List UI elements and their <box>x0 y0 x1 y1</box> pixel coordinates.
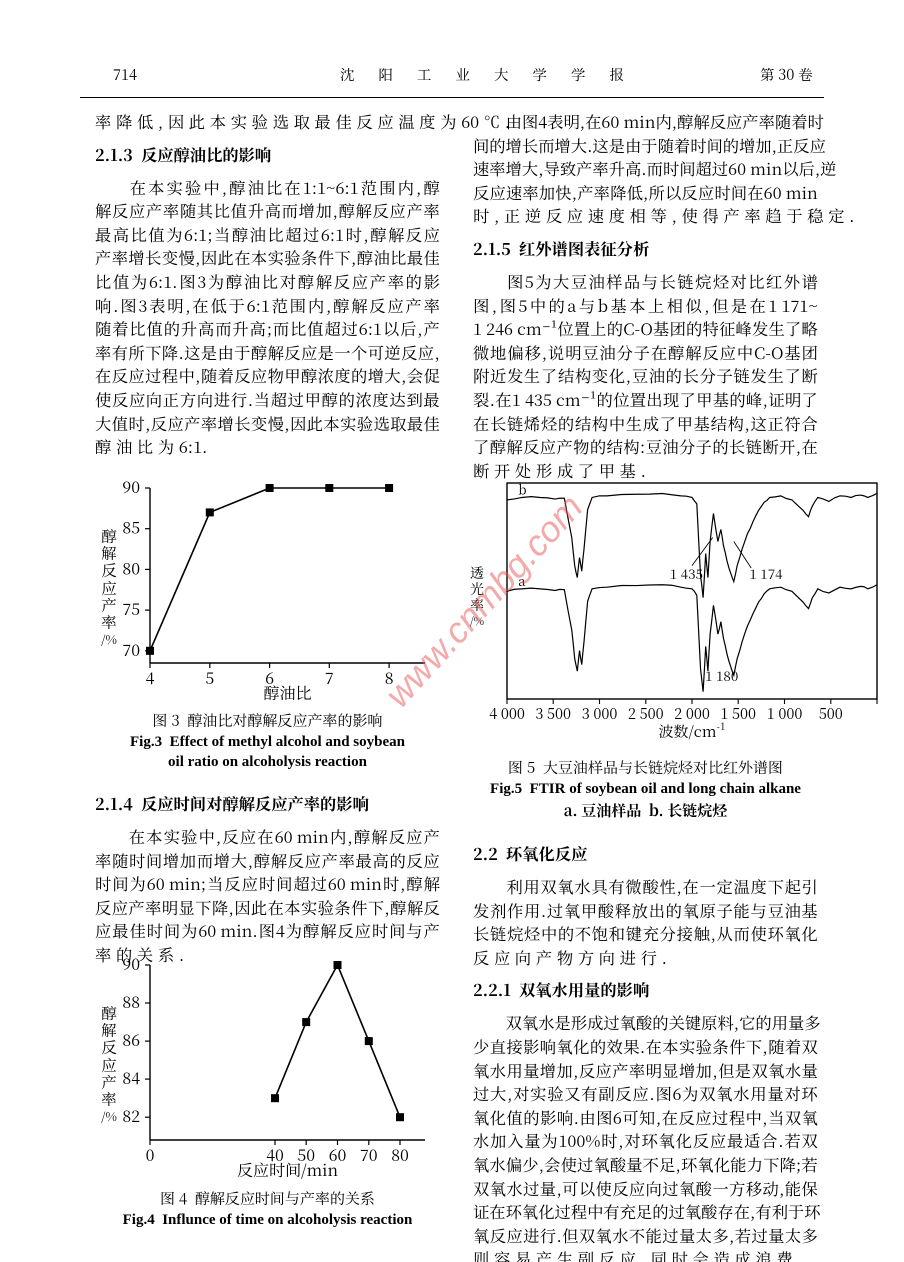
svg-text:波数/cm-1: 波数/cm-1 <box>659 718 726 743</box>
svg-text:85: 85 <box>122 516 140 539</box>
svg-text:90: 90 <box>122 478 140 498</box>
svg-text:80: 80 <box>391 1143 409 1166</box>
svg-text:4 000: 4 000 <box>489 703 525 724</box>
svg-text:3 500: 3 500 <box>535 703 571 724</box>
svg-text:1 500: 1 500 <box>720 703 756 724</box>
svg-text:500: 500 <box>819 703 843 724</box>
svg-text:75: 75 <box>122 597 140 620</box>
svg-text:b: b <box>518 480 526 499</box>
svg-text:1 174: 1 174 <box>749 563 783 583</box>
svg-text:82: 82 <box>122 1104 140 1127</box>
svg-text:醇油比: 醇油比 <box>263 681 311 703</box>
svg-text:84: 84 <box>122 1066 140 1089</box>
svg-text:1 435: 1 435 <box>670 563 703 583</box>
svg-text:7: 7 <box>325 666 334 689</box>
svg-text:80: 80 <box>122 556 140 579</box>
svg-text:5: 5 <box>205 666 214 689</box>
svg-text:1 180: 1 180 <box>705 665 738 685</box>
svg-text:86: 86 <box>122 1028 140 1051</box>
svg-text:4: 4 <box>146 666 155 689</box>
svg-text:反应时间/min: 反应时间/min <box>237 1158 339 1180</box>
svg-text:0: 0 <box>146 1143 155 1166</box>
svg-text:3 000: 3 000 <box>582 703 618 724</box>
svg-text:88: 88 <box>122 990 140 1013</box>
svg-text:90: 90 <box>122 955 140 975</box>
svg-text:70: 70 <box>360 1143 378 1166</box>
svg-text:1 000: 1 000 <box>767 703 803 724</box>
svg-text:70: 70 <box>122 638 140 661</box>
